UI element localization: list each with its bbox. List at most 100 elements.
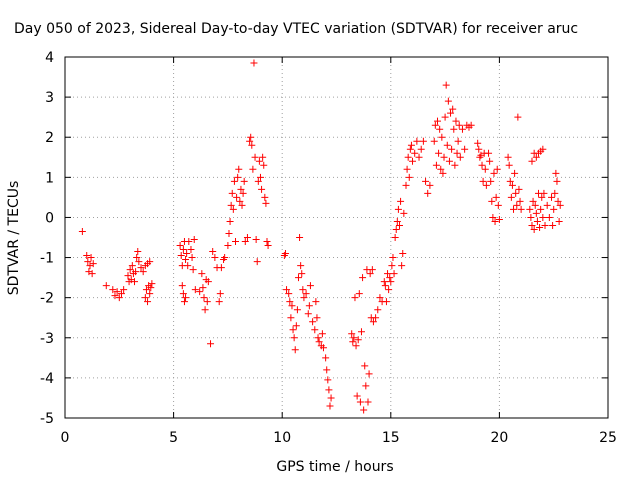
- data-point: [533, 217, 541, 225]
- data-point: [504, 153, 512, 161]
- x-tick-label: 20: [490, 430, 508, 446]
- data-point: [393, 217, 401, 225]
- data-point: [134, 248, 142, 256]
- data-point: [324, 376, 332, 384]
- data-point: [235, 165, 243, 173]
- data-point: [440, 153, 448, 161]
- data-point: [264, 242, 272, 250]
- data-point: [209, 248, 217, 256]
- data-point: [548, 193, 556, 201]
- data-point: [78, 227, 86, 235]
- data-point: [372, 314, 380, 322]
- data-point: [399, 250, 407, 258]
- data-point: [388, 262, 396, 270]
- data-point: [398, 262, 406, 270]
- data-point: [180, 298, 188, 306]
- data-point: [454, 137, 462, 145]
- data-point: [527, 213, 535, 221]
- data-point: [146, 258, 154, 266]
- data-point: [394, 205, 402, 213]
- data-point: [493, 165, 501, 173]
- data-point: [191, 286, 199, 294]
- data-point: [246, 137, 254, 145]
- data-point: [302, 290, 310, 298]
- data-point: [455, 121, 463, 129]
- data-point: [357, 328, 365, 336]
- data-point: [450, 125, 458, 133]
- data-point: [532, 153, 540, 161]
- data-point: [402, 181, 410, 189]
- data-point: [200, 294, 208, 302]
- data-point: [411, 149, 419, 157]
- data-point: [491, 217, 499, 225]
- chart-title: Day 050 of 2023, Sidereal Day-to-day VTE…: [14, 21, 578, 37]
- data-point: [256, 173, 264, 181]
- data-point: [348, 330, 356, 338]
- grid: [65, 57, 608, 418]
- data-point: [203, 298, 211, 306]
- data-point: [445, 157, 453, 165]
- data-point: [409, 157, 417, 165]
- data-point: [554, 197, 562, 205]
- data-point: [288, 302, 296, 310]
- data-point: [481, 165, 489, 173]
- data-point: [199, 284, 207, 292]
- data-point: [226, 217, 234, 225]
- data-point: [233, 193, 241, 201]
- data-point: [514, 113, 522, 121]
- data-point: [185, 238, 193, 246]
- data-point: [549, 221, 557, 229]
- data-point: [495, 215, 503, 223]
- data-point: [364, 398, 372, 406]
- data-point: [442, 81, 450, 89]
- data-point: [299, 286, 307, 294]
- data-point: [490, 169, 498, 177]
- data-point: [224, 242, 232, 250]
- data-point: [475, 145, 483, 153]
- data-point: [456, 153, 464, 161]
- data-points: [78, 59, 564, 414]
- data-point: [413, 137, 421, 145]
- data-point: [443, 141, 451, 149]
- data-point: [356, 398, 364, 406]
- axis-ticks: [64, 56, 609, 419]
- data-point: [292, 322, 300, 330]
- data-point: [142, 286, 150, 294]
- data-point: [236, 197, 244, 205]
- data-point: [298, 270, 306, 278]
- data-point: [184, 262, 192, 270]
- data-point: [182, 256, 190, 264]
- data-point: [539, 213, 547, 221]
- x-tick-label: 25: [599, 430, 617, 446]
- data-point: [516, 197, 524, 205]
- data-point: [441, 113, 449, 121]
- data-point: [179, 246, 187, 254]
- data-point: [432, 161, 440, 169]
- data-point: [259, 153, 267, 161]
- data-point: [230, 177, 238, 185]
- data-point: [135, 258, 143, 266]
- data-point: [512, 189, 520, 197]
- data-point: [467, 121, 475, 129]
- data-point: [179, 290, 187, 298]
- data-point: [315, 338, 323, 346]
- y-tick-label: 2: [45, 130, 54, 146]
- data-point: [178, 282, 186, 290]
- data-point: [254, 177, 262, 185]
- data-point: [258, 185, 266, 193]
- data-point: [227, 201, 235, 209]
- y-tick-label: 1: [45, 170, 54, 186]
- data-point: [300, 294, 308, 302]
- data-point: [198, 270, 206, 278]
- data-point: [146, 290, 154, 298]
- y-tick-label: -4: [40, 371, 54, 387]
- data-point: [285, 290, 293, 298]
- data-point: [365, 370, 373, 378]
- data-point: [188, 254, 196, 262]
- data-point: [390, 270, 398, 278]
- data-point: [351, 294, 359, 302]
- plot-frame: [64, 56, 609, 419]
- data-point: [239, 189, 247, 197]
- data-point: [289, 326, 297, 334]
- data-point: [515, 185, 523, 193]
